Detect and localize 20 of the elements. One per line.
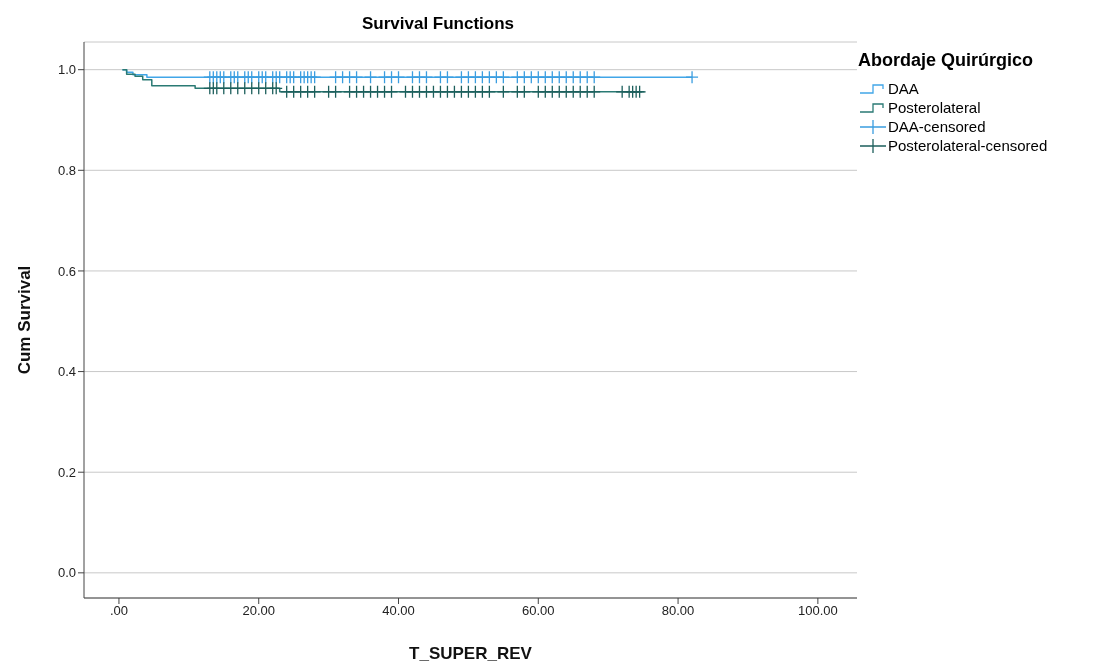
x-tick-label: 80.00 xyxy=(661,603,695,619)
y-tick-label: 0.6 xyxy=(57,263,76,279)
x-tick-label: 100.00 xyxy=(797,603,838,619)
x-tick-label: .00 xyxy=(109,603,128,619)
y-tick-label: 0.2 xyxy=(57,464,76,480)
y-tick-label: 1.0 xyxy=(57,62,76,78)
x-tick-label: 40.00 xyxy=(382,603,415,619)
legend-title: Abordaje Quirúrgico xyxy=(858,50,1035,71)
y-tick-label: 0.4 xyxy=(57,364,76,380)
legend-label: DAA-censored xyxy=(888,118,986,135)
y-tick-label: 0.8 xyxy=(57,162,76,178)
legend-label: DAA xyxy=(888,80,919,97)
x-tick-label: 60.00 xyxy=(522,603,555,619)
y-tick-label: 0.0 xyxy=(57,565,76,581)
legend-label: Posterolateral xyxy=(888,99,981,116)
x-tick-label: 20.00 xyxy=(242,603,275,619)
y-axis-title: Cum Survival xyxy=(15,265,35,375)
x-axis-title: T_SUPER_REV xyxy=(409,644,533,663)
legend-label: Posterolateral-censored xyxy=(888,137,1048,154)
chart-title: Survival Functions xyxy=(360,14,516,34)
